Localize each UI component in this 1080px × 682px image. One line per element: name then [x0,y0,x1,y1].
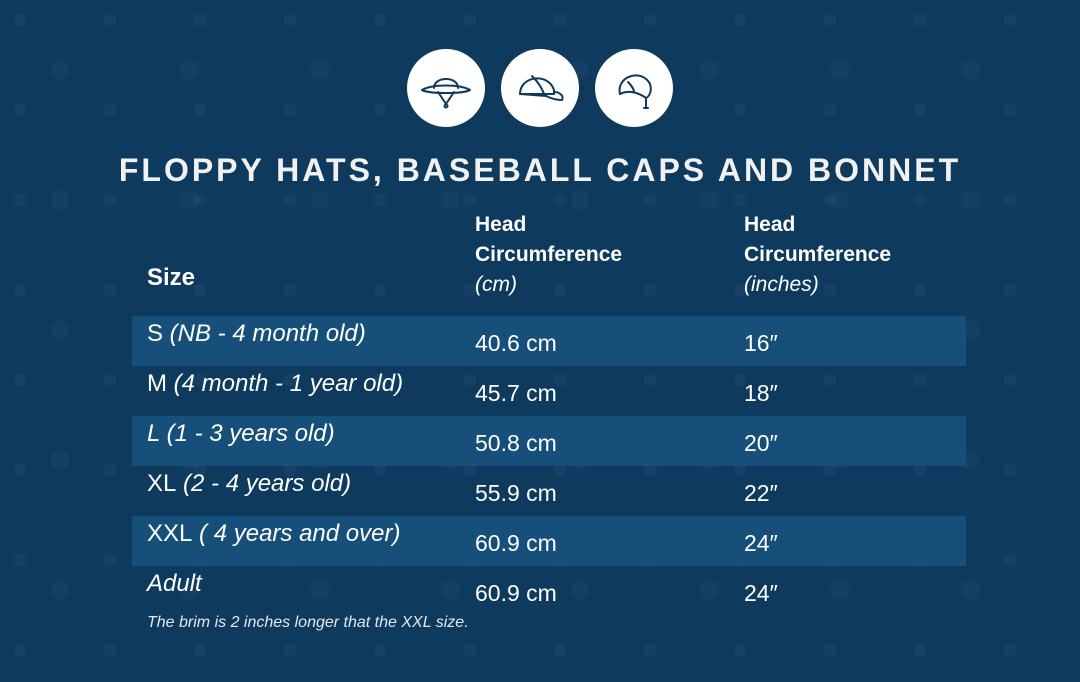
table-row: M (4 month - 1 year old) 45.7 cm 18″ [132,366,966,416]
size-code: S [147,320,164,347]
floppy-hat-icon [407,49,485,127]
inches-cell: 16″ [744,330,778,356]
header-cm: Head Circumference (cm) [475,210,622,300]
table-row: S (NB - 4 month old) 40.6 cm 16″ [132,316,966,366]
header-cm-line1: Head [475,213,527,236]
size-age: (4 month - 1 year old) [167,370,404,397]
size-age: (NB - 4 month old) [163,320,366,347]
inches-cell: 24″ [744,530,778,556]
table-row: Adult 60.9 cm 24″ [132,566,966,616]
header-size: Size [147,264,196,291]
size-cell: S (NB - 4 month old) [147,320,366,348]
cm-cell: 50.8 cm [475,430,557,456]
cm-cell: 55.9 cm [475,480,557,506]
size-cell: M (4 month - 1 year old) [147,370,403,398]
inches-cell: 22″ [744,480,778,506]
table-row: L (1 - 3 years old) 50.8 cm 20″ [132,416,966,466]
bonnet-icon [595,49,673,127]
cm-cell: 40.6 cm [475,330,557,356]
baseball-cap-icon [501,49,579,127]
size-cell: XXL ( 4 years and over) [147,520,400,548]
size-code: XL [147,470,177,497]
size-age: (2 - 4 years old) [176,470,352,497]
size-code: M [147,370,167,397]
size-cell: XL (2 - 4 years old) [147,470,351,498]
table-header: Size Head Circumference (cm) Head Circum… [132,208,966,316]
size-age: Adult [147,570,202,597]
inches-cell: 24″ [744,580,778,606]
header-cm-line2: Circumference [475,243,623,266]
cm-cell: 60.9 cm [475,580,557,606]
hat-icons [0,49,1080,127]
size-table: Size Head Circumference (cm) Head Circum… [132,208,966,616]
size-age: (1 - 3 years old) [159,420,335,447]
header-inches-line1: Head [744,213,796,236]
header-inches: Head Circumference (inches) [744,210,891,300]
cm-cell: 60.9 cm [475,530,557,556]
size-cell: Adult [147,570,202,598]
inches-cell: 18″ [744,380,778,406]
footnote: The brim is 2 inches longer that the XXL… [147,614,469,631]
size-code: XXL [147,520,193,547]
size-age: ( 4 years and over) [192,520,401,547]
header-inches-unit: (inches) [744,273,819,296]
table-row: XL (2 - 4 years old) 55.9 cm 22″ [132,466,966,516]
cm-cell: 45.7 cm [475,380,557,406]
header-cm-unit: (cm) [475,273,517,296]
inches-cell: 20″ [744,430,778,456]
table-row: XXL ( 4 years and over) 60.9 cm 24″ [132,516,966,566]
size-code: L [147,420,160,447]
size-cell: L (1 - 3 years old) [147,420,335,448]
header-inches-line2: Circumference [744,243,892,266]
page-title: FLOPPY HATS, BASEBALL CAPS AND BONNET [118,152,962,188]
